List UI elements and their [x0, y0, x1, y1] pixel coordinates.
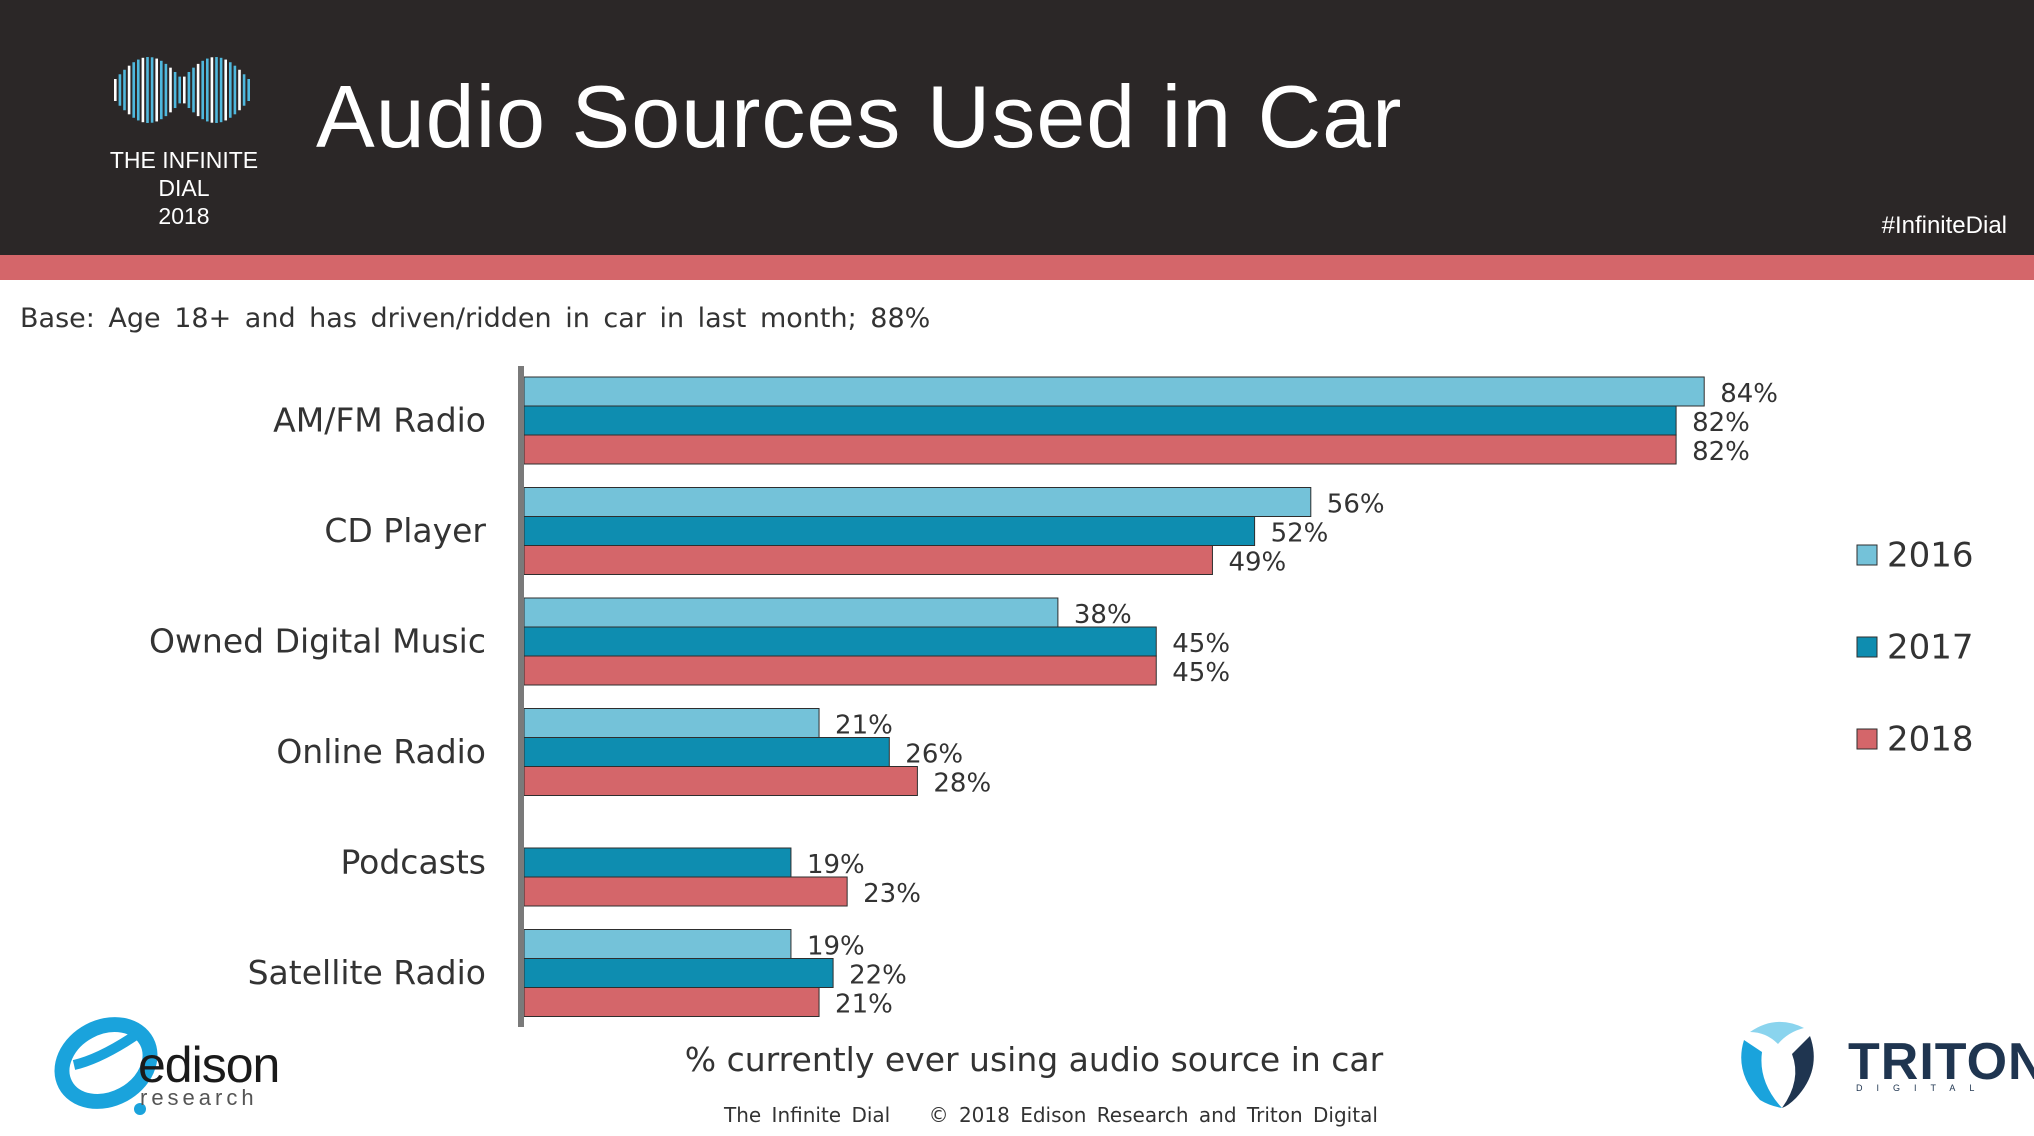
legend-swatch-2017	[1856, 636, 1878, 658]
x-axis-label: % currently ever using audio source in c…	[684, 1040, 1384, 1079]
value-label: 56%	[1327, 490, 1385, 520]
value-label: 52%	[1271, 519, 1329, 549]
logo-dial-bar	[118, 74, 122, 106]
logo-dial-bar	[238, 69, 241, 111]
logo-dial-bar	[183, 76, 186, 104]
logo-dial-bar	[137, 59, 140, 121]
logo-dial-bar	[219, 57, 223, 123]
bar-2017	[523, 737, 890, 767]
logo-dial-bar	[187, 71, 191, 109]
edison-logo-sub: research	[140, 1085, 258, 1110]
logo-dial-bar	[178, 76, 181, 104]
logo-dial-bar	[132, 62, 135, 118]
logo-dial-bar	[150, 57, 154, 123]
legend-swatch-2016	[1856, 544, 1878, 566]
infinite-dial-logo-text: THE INFINITE DIAL 2018	[84, 146, 284, 230]
bar-2018	[523, 876, 848, 907]
bar-2018	[523, 987, 820, 1017]
footer-copyright: © 2018 Edison Research and Triton Digita…	[928, 1103, 1378, 1127]
bar-2017	[523, 626, 1157, 657]
value-label: 45%	[1172, 629, 1230, 659]
bar-2018	[523, 545, 1213, 575]
bar-2016	[523, 376, 1705, 407]
triton-logo-icon	[1741, 1021, 1814, 1108]
edison-logo-name: edison	[138, 1037, 280, 1093]
value-label: 28%	[933, 769, 991, 799]
logo-dial-bar	[201, 60, 204, 120]
value-label: 21%	[835, 990, 893, 1020]
bar-2016	[523, 708, 820, 738]
value-label: 82%	[1692, 408, 1750, 438]
category-label: Podcasts	[340, 843, 486, 882]
logo-dial-bar	[169, 67, 172, 113]
category-label: Satellite Radio	[248, 953, 486, 992]
value-label: 22%	[849, 961, 907, 991]
logo-dial-bar	[123, 69, 126, 111]
logo-dial-bar	[224, 59, 227, 121]
triton-logo-sub: DIGITAL	[1856, 1083, 1989, 1093]
logo-dial-bar	[210, 57, 214, 123]
logo-dial-bar	[192, 67, 195, 113]
value-label: 21%	[835, 711, 893, 741]
accent-stripe	[0, 255, 2034, 280]
page-title: Audio Sources Used in Car	[316, 67, 1403, 166]
logo-dial-bar	[160, 60, 163, 120]
logo-dial-bar	[173, 71, 177, 109]
value-label: 19%	[807, 850, 865, 880]
legend-label: 2018	[1887, 720, 1974, 760]
value-label: 45%	[1172, 658, 1230, 688]
bar-2018	[523, 655, 1157, 686]
bar-2017	[523, 958, 834, 988]
logo-line-2: 2018	[158, 203, 210, 229]
bar-2018	[523, 766, 918, 796]
category-label: CD Player	[324, 511, 486, 550]
value-label: 49%	[1228, 548, 1286, 578]
logo-dial-bar	[155, 58, 158, 122]
logo-dial-bar	[141, 57, 145, 123]
bar-2018	[523, 434, 1677, 465]
logo-line-1: THE INFINITE DIAL	[109, 147, 259, 201]
category-label: Online Radio	[276, 732, 486, 771]
category-label: AM/FM Radio	[273, 401, 486, 440]
bar-2016	[523, 597, 1059, 628]
value-label: 19%	[807, 932, 865, 962]
logo-dial-bar	[196, 63, 200, 117]
logo-dial-bar	[229, 62, 232, 118]
category-label: Owned Digital Music	[149, 622, 486, 661]
logo-dial-bar	[164, 63, 168, 117]
bar-2016	[523, 929, 792, 959]
value-label: 84%	[1720, 379, 1778, 409]
logo-dial-bar	[114, 79, 117, 101]
bar-2017	[523, 847, 792, 878]
legend-swatch-2018	[1856, 728, 1878, 750]
logo-dial-bar	[242, 74, 246, 106]
footer-left: The Infinite Dial	[724, 1103, 891, 1127]
logo-dial-bar	[233, 65, 237, 115]
header-bar	[0, 0, 2034, 255]
logo-dial-bar	[127, 65, 131, 115]
value-label: 23%	[863, 879, 921, 909]
legend-label: 2016	[1887, 536, 1974, 576]
base-note: Base: Age 18+ and has driven/ridden in c…	[20, 303, 931, 334]
value-label: 82%	[1692, 437, 1750, 467]
logo-dial-bar	[247, 79, 250, 101]
edison-logo-icon	[54, 1017, 158, 1115]
triton-logo-name: TRITON	[1848, 1033, 2034, 1091]
footer: The Infinite Dial © 2018 Edison Research…	[724, 1103, 1406, 1127]
logo-dial-bar	[206, 58, 209, 122]
hashtag: #InfiniteDial	[1881, 212, 2007, 239]
value-label: 26%	[905, 740, 963, 770]
bar-2016	[523, 487, 1312, 517]
value-label: 38%	[1074, 600, 1132, 630]
legend-label: 2017	[1887, 628, 1974, 668]
bar-2017	[523, 405, 1677, 436]
infinite-dial-logo-icon	[114, 57, 250, 123]
bar-2017	[523, 516, 1256, 546]
logo-dial-bar	[146, 57, 149, 123]
logo-dial-bar	[215, 57, 218, 123]
